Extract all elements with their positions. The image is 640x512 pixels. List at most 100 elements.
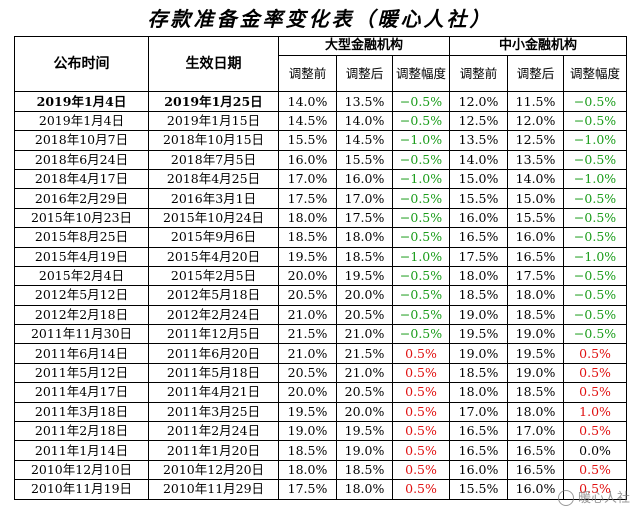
announce-date-cell: 2015年2月4日: [14, 265, 149, 287]
small-before-cell: 13.5%: [449, 130, 509, 151]
announce-date-cell: 2011年5月12日: [14, 362, 149, 384]
large-before-cell: 19.5%: [278, 246, 337, 267]
small-change-cell: −0.5%: [563, 227, 628, 248]
header-effective-date: 生效日期: [148, 35, 279, 93]
table-row: 2010年11月19日 2010年11月29日 17.5% 18.0% 0.5% 15.5…: [14, 479, 628, 500]
table-row: 2011年1月14日 2011年1月20日 18.5% 19.0% 0.5% 16.5% 1…: [14, 440, 628, 461]
announce-date-cell: 2010年11月19日: [14, 479, 149, 500]
small-change-cell: 0.0%: [563, 440, 628, 461]
large-before-cell: 20.0%: [278, 265, 337, 287]
announce-date-cell: 2011年1月14日: [14, 440, 149, 461]
small-change-cell: −0.5%: [563, 265, 628, 287]
large-change-cell: −1.0%: [391, 130, 451, 151]
small-before-cell: 18.0%: [449, 382, 509, 403]
small-change-cell: −0.5%: [563, 207, 628, 229]
small-change-cell: −0.5%: [563, 304, 628, 326]
table-row: 2010年12月10日 2010年12月20日 18.0% 18.5% 0.5% 16.0…: [14, 459, 628, 481]
large-change-cell: −0.5%: [391, 265, 451, 287]
small-after-cell: 11.5%: [507, 91, 565, 112]
small-change-cell: 0.5%: [563, 343, 628, 364]
large-before-cell: 18.5%: [278, 227, 337, 248]
large-after-cell: 14.5%: [336, 130, 393, 151]
effective-date-cell: 2015年4月20日: [148, 246, 279, 267]
large-before-cell: 18.0%: [278, 207, 337, 229]
large-change-cell: 0.5%: [391, 440, 451, 461]
large-change-cell: −0.5%: [391, 324, 451, 345]
small-after-cell: 18.5%: [507, 304, 565, 326]
large-after-cell: 20.0%: [336, 401, 393, 423]
large-change-cell: −1.0%: [391, 168, 451, 190]
small-change-cell: 0.5%: [563, 459, 628, 481]
small-change-cell: 0.5%: [563, 479, 628, 500]
table-row: 2015年10月23日 2015年10月24日 18.0% 17.5% −0.5% 16.…: [14, 207, 628, 229]
small-after-cell: 19.0%: [507, 362, 565, 384]
large-change-cell: −0.5%: [391, 227, 451, 248]
effective-date-cell: 2011年3月25日: [148, 401, 279, 423]
announce-date-cell: 2011年2月18日: [14, 421, 149, 442]
effective-date-cell: 2015年2月5日: [148, 265, 279, 287]
large-after-cell: 21.0%: [336, 324, 393, 345]
small-after-cell: 13.5%: [507, 149, 565, 170]
large-before-cell: 21.5%: [278, 324, 337, 345]
small-change-cell: 0.5%: [563, 421, 628, 442]
announce-date-cell: 2015年10月23日: [14, 207, 149, 229]
table-row: 2012年2月18日 2012年2月24日 21.0% 20.5% −0.5% 19.0%…: [14, 304, 628, 326]
large-before-cell: 20.0%: [278, 382, 337, 403]
header-small-change: 调整幅度: [563, 55, 628, 93]
small-after-cell: 15.0%: [507, 188, 565, 209]
announce-date-cell: 2012年2月18日: [14, 304, 149, 326]
large-after-cell: 13.5%: [336, 91, 393, 112]
table-row: 2019年1月4日 2019年1月15日 14.5% 14.0% −0.5% 12.5% 1…: [14, 110, 628, 132]
announce-date-cell: 2015年8月25日: [14, 227, 149, 248]
table-row: 2018年10月7日 2018年10月15日 15.5% 14.5% −1.0% 13.5…: [14, 130, 628, 151]
announce-date-cell: 2010年12月10日: [14, 459, 149, 481]
small-change-cell: −1.0%: [563, 130, 628, 151]
table-row: 2011年2月18日 2011年2月24日 19.0% 19.5% 0.5% 16.5% 1…: [14, 421, 628, 442]
effective-date-cell: 2011年12月5日: [148, 324, 279, 345]
announce-date-cell: 2012年5月12日: [14, 285, 149, 306]
announce-date-cell: 2018年10月7日: [14, 130, 149, 151]
large-before-cell: 19.5%: [278, 401, 337, 423]
large-after-cell: 16.0%: [336, 168, 393, 190]
table-row: 2011年4月17日 2011年4月21日 20.0% 20.5% 0.5% 18.0% 1…: [14, 382, 628, 403]
large-before-cell: 17.5%: [278, 188, 337, 209]
effective-date-cell: 2019年1月15日: [148, 110, 279, 132]
small-change-cell: −1.0%: [563, 246, 628, 267]
table-body: 2019年1月4日 2019年1月25日 14.0% 13.5% −0.5% 12.0% 1…: [14, 91, 628, 500]
small-change-cell: 0.5%: [563, 362, 628, 384]
header-small-before: 调整前: [449, 55, 509, 93]
small-after-cell: 17.5%: [507, 265, 565, 287]
small-before-cell: 12.5%: [449, 110, 509, 132]
effective-date-cell: 2011年6月20日: [148, 343, 279, 364]
effective-date-cell: 2011年4月21日: [148, 382, 279, 403]
small-after-cell: 16.0%: [507, 479, 565, 500]
announce-date-cell: 2011年4月17日: [14, 382, 149, 403]
large-before-cell: 15.5%: [278, 130, 337, 151]
watermark-logo-icon: [557, 490, 574, 506]
small-before-cell: 15.0%: [449, 168, 509, 190]
small-before-cell: 19.0%: [449, 343, 509, 364]
announce-date-cell: 2011年3月18日: [14, 401, 149, 423]
effective-date-cell: 2012年5月18日: [148, 285, 279, 306]
small-change-cell: 0.5%: [563, 382, 628, 403]
header-large-institutions: 大型金融机构: [277, 35, 451, 57]
effective-date-cell: 2018年7月5日: [148, 149, 279, 170]
large-change-cell: −0.5%: [391, 188, 451, 209]
large-after-cell: 17.5%: [336, 207, 393, 229]
large-after-cell: 18.5%: [336, 459, 393, 481]
large-after-cell: 14.0%: [336, 110, 393, 132]
small-after-cell: 16.5%: [507, 440, 565, 461]
large-after-cell: 20.5%: [336, 304, 393, 326]
effective-date-cell: 2011年2月24日: [148, 421, 279, 442]
large-change-cell: 0.5%: [391, 459, 451, 481]
large-before-cell: 20.5%: [278, 362, 337, 384]
table-row: 2015年4月19日 2015年4月20日 19.5% 18.5% −1.0% 17.5%…: [14, 246, 628, 267]
large-before-cell: 14.0%: [278, 91, 337, 112]
table-row: 2019年1月4日 2019年1月25日 14.0% 13.5% −0.5% 12.0% 1…: [14, 91, 628, 112]
small-after-cell: 12.5%: [507, 130, 565, 151]
small-after-cell: 16.5%: [507, 246, 565, 267]
announce-date-cell: 2018年6月24日: [14, 149, 149, 170]
large-before-cell: 17.5%: [278, 479, 337, 500]
table-row: 2011年6月14日 2011年6月20日 21.0% 21.5% 0.5% 19.0% 1…: [14, 343, 628, 364]
large-change-cell: 0.5%: [391, 362, 451, 384]
